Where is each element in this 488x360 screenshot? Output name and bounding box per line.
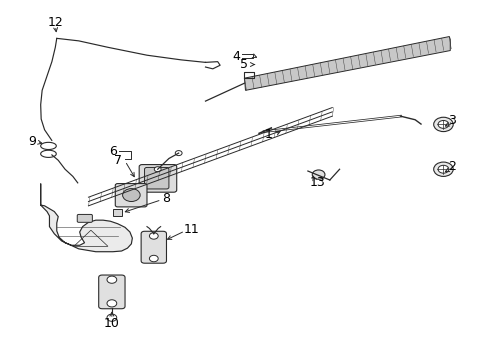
Circle shape [107, 300, 117, 307]
Circle shape [437, 121, 448, 129]
Text: 5: 5 [240, 58, 248, 71]
Bar [113, 210, 122, 216]
Circle shape [433, 117, 452, 132]
Text: 11: 11 [183, 223, 199, 236]
FancyBboxPatch shape [77, 215, 92, 222]
FancyBboxPatch shape [115, 184, 147, 207]
Circle shape [122, 189, 140, 202]
Text: 4: 4 [232, 50, 240, 63]
Circle shape [312, 170, 325, 179]
Text: 2: 2 [447, 160, 455, 173]
Text: 3: 3 [447, 114, 455, 127]
Circle shape [154, 167, 161, 172]
Text: 7: 7 [114, 154, 122, 167]
FancyBboxPatch shape [144, 167, 168, 189]
Text: 9: 9 [28, 135, 36, 148]
Polygon shape [41, 184, 132, 252]
Polygon shape [244, 37, 449, 90]
Text: 1: 1 [264, 127, 272, 141]
Circle shape [175, 150, 182, 156]
Circle shape [149, 255, 158, 262]
FancyBboxPatch shape [99, 275, 125, 309]
FancyBboxPatch shape [139, 165, 176, 192]
Circle shape [437, 165, 448, 173]
Text: 8: 8 [162, 192, 170, 205]
Text: 12: 12 [47, 16, 63, 29]
Circle shape [433, 162, 452, 176]
Text: 13: 13 [309, 176, 325, 189]
Circle shape [149, 233, 158, 239]
Text: 10: 10 [104, 317, 120, 330]
FancyBboxPatch shape [141, 231, 166, 263]
Text: 6: 6 [109, 145, 117, 158]
Circle shape [107, 276, 117, 283]
